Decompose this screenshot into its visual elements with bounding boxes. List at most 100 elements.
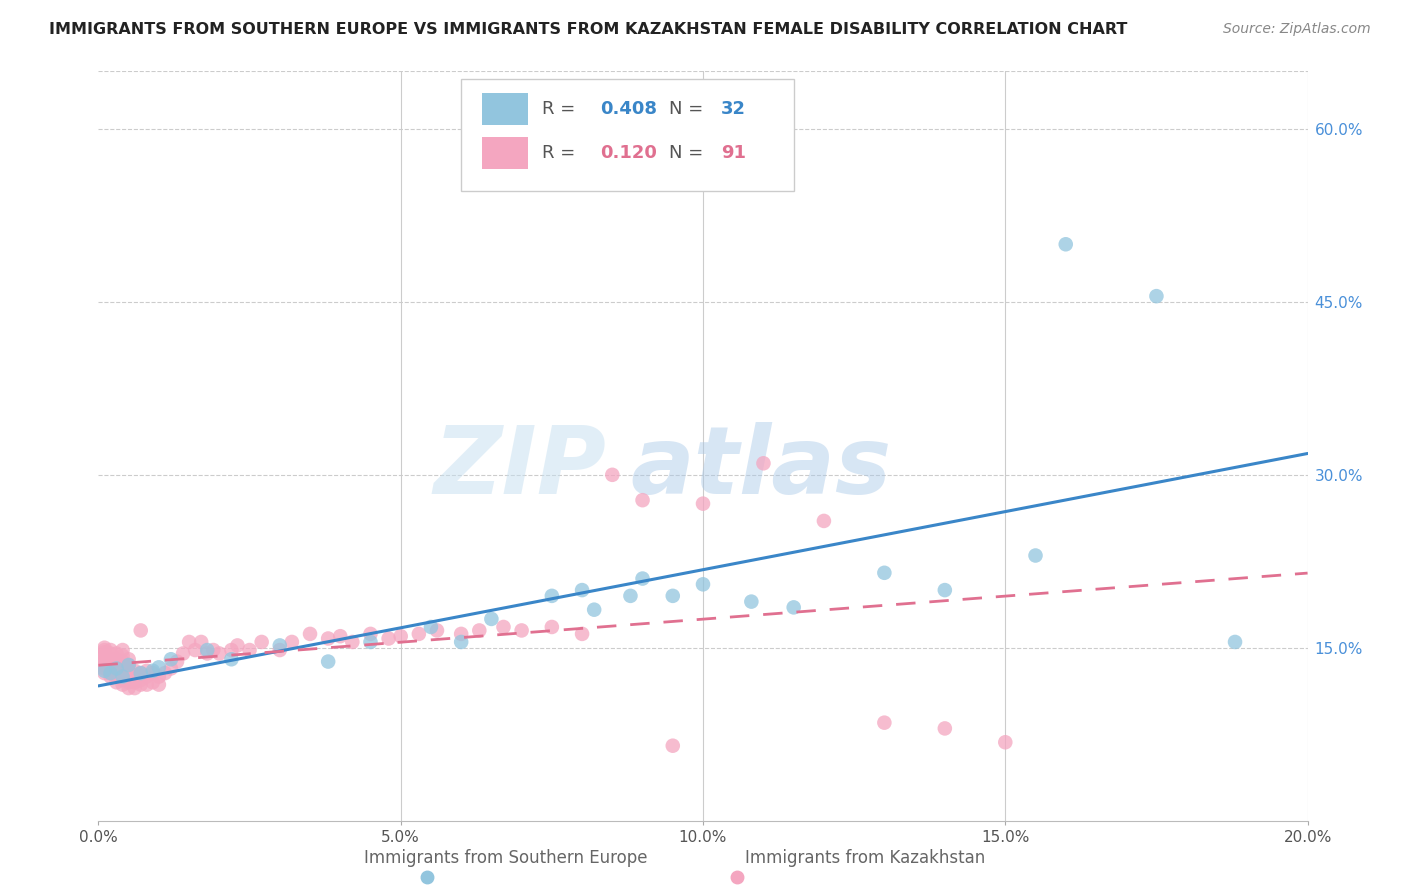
Point xyxy=(389,629,412,643)
Point xyxy=(111,666,134,681)
Point xyxy=(129,673,152,687)
Bar xyxy=(482,93,527,125)
Point xyxy=(111,661,134,675)
Point xyxy=(221,643,243,657)
Point xyxy=(105,647,128,661)
Point xyxy=(510,624,533,638)
Point xyxy=(360,627,382,641)
Point xyxy=(148,669,170,683)
Point xyxy=(540,589,562,603)
Point xyxy=(1054,237,1077,252)
Point xyxy=(571,627,593,641)
Point xyxy=(934,722,956,736)
Point xyxy=(377,632,399,646)
Point xyxy=(118,681,141,695)
Point xyxy=(179,635,201,649)
Point xyxy=(619,589,641,603)
Point xyxy=(93,643,115,657)
Text: ZIP: ZIP xyxy=(433,423,606,515)
Point xyxy=(118,658,141,673)
Point xyxy=(129,666,152,681)
Point xyxy=(100,647,122,661)
Point xyxy=(450,627,472,641)
Point xyxy=(269,643,291,657)
Point xyxy=(111,655,134,669)
Point xyxy=(195,643,218,657)
Point xyxy=(124,664,146,678)
Point xyxy=(111,643,134,657)
Point xyxy=(135,669,157,683)
Point xyxy=(160,652,183,666)
Point xyxy=(752,456,775,470)
Point xyxy=(692,577,714,591)
Point xyxy=(316,632,339,646)
Point xyxy=(100,669,122,683)
Point xyxy=(111,673,134,687)
Point xyxy=(118,669,141,683)
Point xyxy=(934,583,956,598)
Text: N =: N = xyxy=(669,144,709,161)
Point xyxy=(129,624,152,638)
Point xyxy=(492,620,515,634)
Point xyxy=(93,658,115,673)
Point xyxy=(100,666,122,681)
Point xyxy=(873,566,896,580)
Point xyxy=(93,652,115,666)
Point xyxy=(426,624,449,638)
Point xyxy=(100,652,122,666)
Point xyxy=(118,658,141,673)
Point xyxy=(142,675,165,690)
Point xyxy=(873,715,896,730)
Point xyxy=(692,497,714,511)
Point xyxy=(124,681,146,695)
Point xyxy=(93,655,115,669)
Point xyxy=(105,652,128,666)
Point xyxy=(93,640,115,655)
Point xyxy=(105,669,128,683)
Point xyxy=(408,627,430,641)
Text: 0.120: 0.120 xyxy=(600,144,657,161)
Point xyxy=(221,652,243,666)
Point xyxy=(239,643,262,657)
Point xyxy=(135,664,157,678)
Point xyxy=(129,666,152,681)
Point xyxy=(184,643,207,657)
Point xyxy=(299,627,322,641)
Point xyxy=(208,647,231,661)
Point xyxy=(129,678,152,692)
Point xyxy=(93,661,115,675)
Point xyxy=(105,658,128,673)
Point xyxy=(93,645,115,659)
Point xyxy=(105,661,128,675)
Point xyxy=(100,643,122,657)
Point xyxy=(583,603,606,617)
Point xyxy=(661,739,683,753)
Point xyxy=(316,655,339,669)
Point xyxy=(118,675,141,690)
Point xyxy=(148,660,170,674)
Point xyxy=(468,624,491,638)
Point xyxy=(571,583,593,598)
Text: N =: N = xyxy=(669,100,709,118)
Text: 32: 32 xyxy=(721,100,747,118)
Point xyxy=(93,648,115,663)
Point xyxy=(100,666,122,681)
Bar xyxy=(482,137,527,169)
Point xyxy=(540,620,562,634)
Text: Immigrants from Southern Europe: Immigrants from Southern Europe xyxy=(364,849,648,867)
Point xyxy=(100,658,122,673)
Point xyxy=(135,678,157,692)
Point xyxy=(420,620,443,634)
Point xyxy=(481,612,503,626)
Point xyxy=(172,647,194,661)
Point xyxy=(93,666,115,681)
Point xyxy=(160,661,183,675)
Point xyxy=(190,635,212,649)
Point xyxy=(111,648,134,663)
Point xyxy=(783,600,806,615)
Point xyxy=(631,572,654,586)
Point xyxy=(1223,635,1246,649)
Point xyxy=(269,639,291,653)
Point xyxy=(329,629,352,643)
Text: 91: 91 xyxy=(721,144,747,161)
